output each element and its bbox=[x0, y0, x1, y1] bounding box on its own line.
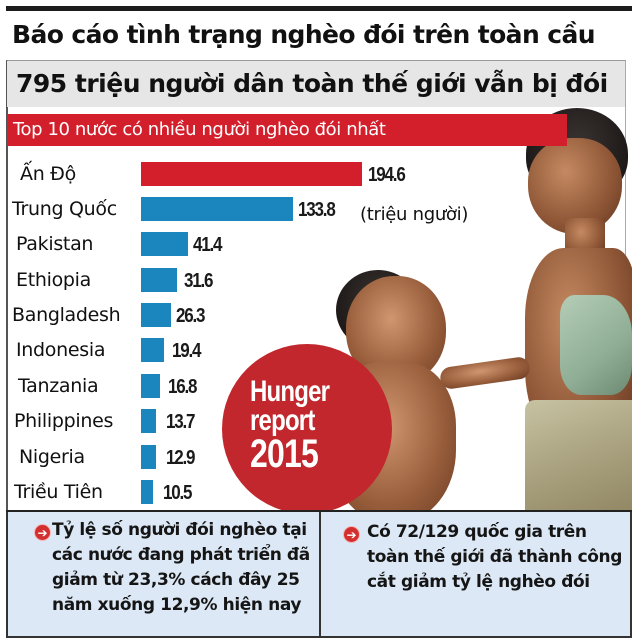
bar-china bbox=[141, 197, 293, 221]
bar-bangladesh bbox=[141, 303, 171, 327]
hunger-report-badge bbox=[222, 344, 392, 514]
subtitle: 795 triệu người dân toàn thế giới vẫn bị… bbox=[16, 69, 608, 98]
badge-text: Hunger report 2015 bbox=[250, 375, 330, 476]
bar-row-pakistan: Pakistan 41.4 bbox=[0, 231, 520, 257]
bar-ethiopia bbox=[141, 268, 177, 292]
bar-row-ethiopia: Ethiopia 31.6 bbox=[0, 267, 520, 293]
bar-india bbox=[141, 162, 362, 186]
bar-value: 16.8 bbox=[168, 376, 198, 398]
top-rule bbox=[6, 6, 632, 11]
bar-tanzania bbox=[141, 374, 160, 398]
bar-label: Nigeria bbox=[19, 446, 85, 468]
bar-label: Trung Quốc bbox=[12, 198, 117, 220]
bar-label: Ấn Độ bbox=[20, 163, 76, 185]
subtitle-band bbox=[7, 61, 625, 107]
bar-value: 133.8 bbox=[298, 199, 336, 221]
info-text: Có 72/129 quốc gia trên toàn thế giới đã… bbox=[367, 522, 623, 592]
badge-line-2: report bbox=[250, 403, 315, 437]
arrow-right-circle-icon: ➔ bbox=[34, 524, 51, 541]
bar-north-korea bbox=[141, 480, 153, 504]
bar-label: Bangladesh bbox=[12, 304, 121, 326]
bar-row-china: Trung Quốc 133.8 bbox=[0, 196, 520, 222]
bar-philippines bbox=[141, 409, 156, 433]
bar-row-indonesia: Indonesia 19.4 bbox=[0, 337, 520, 363]
bar-value: 19.4 bbox=[172, 340, 202, 362]
info-text: Tỷ lệ số người đói nghèo tại các nước đa… bbox=[52, 520, 310, 615]
bar-pakistan bbox=[141, 232, 188, 256]
bar-value: 194.6 bbox=[368, 164, 406, 186]
bar-value: 10.5 bbox=[163, 482, 193, 504]
bar-nigeria bbox=[141, 445, 156, 469]
page-title: Báo cáo tình trạng nghèo đói trên toàn c… bbox=[12, 20, 596, 49]
info-box-countries: ➔ Có 72/129 quốc gia trên toàn thế giới … bbox=[319, 512, 632, 638]
bar-value: 31.6 bbox=[184, 270, 214, 292]
bar-label: Pakistan bbox=[16, 233, 94, 255]
bar-value: 13.7 bbox=[166, 411, 196, 433]
bar-row-nigeria: Nigeria 12.9 bbox=[0, 444, 520, 470]
bar-value: 41.4 bbox=[193, 234, 223, 256]
bar-row-philippines: Philippines 13.7 bbox=[0, 408, 520, 434]
bar-row-north-korea: Triều Tiên 10.5 bbox=[0, 479, 520, 505]
bar-value: 12.9 bbox=[166, 447, 196, 469]
bar-label: Ethiopia bbox=[16, 269, 91, 291]
badge-line-3: 2015 bbox=[250, 432, 319, 476]
bar-row-bangladesh: Bangladesh 26.3 bbox=[0, 302, 520, 328]
bar-row-tanzania: Tanzania 16.8 bbox=[0, 373, 520, 399]
unit-note: (triệu người) bbox=[360, 204, 469, 225]
info-box-poverty-rate: ➔ Tỷ lệ số người đói nghèo tại các nước … bbox=[6, 512, 319, 638]
bar-row-india: Ấn Độ 194.6 bbox=[0, 161, 520, 187]
bar-value: 26.3 bbox=[176, 305, 206, 327]
bar-label: Philippines bbox=[14, 410, 114, 432]
chart-title: Top 10 nước có nhiều người nghèo đói nhấ… bbox=[13, 119, 386, 140]
chart-title-banner bbox=[7, 114, 567, 146]
badge-line-1: Hunger bbox=[250, 375, 330, 408]
arrow-right-circle-icon: ➔ bbox=[343, 526, 360, 543]
bottom-rule bbox=[6, 510, 632, 512]
bar-label: Triều Tiên bbox=[14, 481, 103, 503]
bar-indonesia bbox=[141, 338, 164, 362]
bar-label: Indonesia bbox=[16, 339, 106, 361]
bar-label: Tanzania bbox=[18, 375, 99, 397]
